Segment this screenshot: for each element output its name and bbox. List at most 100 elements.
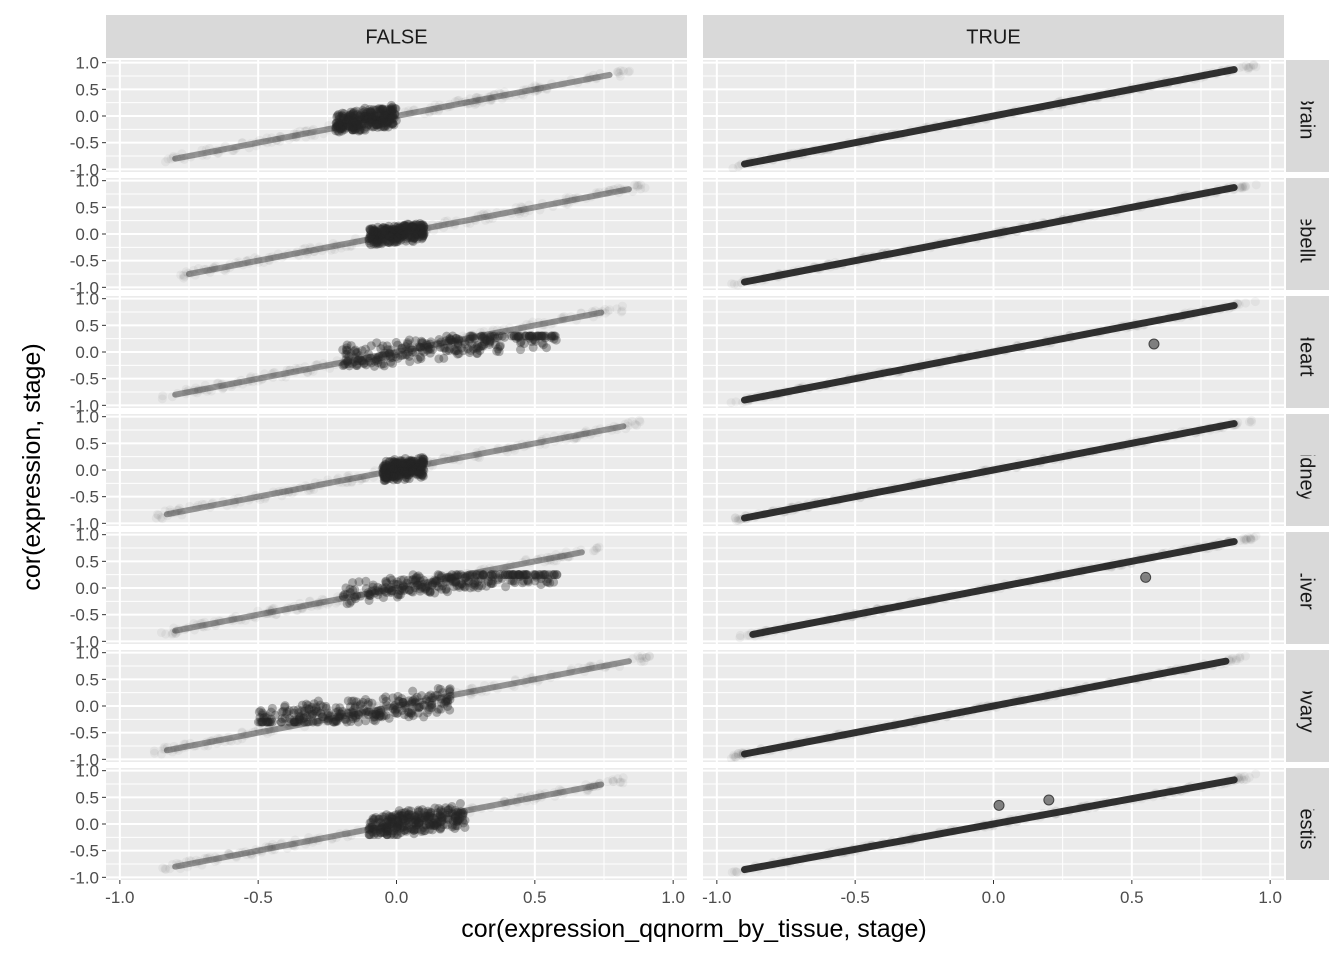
data-point-cluster bbox=[341, 355, 351, 365]
data-point-faint bbox=[516, 792, 526, 802]
data-point-faint bbox=[321, 243, 331, 253]
data-point-faint bbox=[422, 460, 432, 470]
data-point-faint bbox=[233, 493, 243, 503]
data-point-cluster bbox=[376, 711, 386, 721]
data-point-cluster bbox=[302, 703, 312, 713]
data-point-cluster bbox=[432, 821, 442, 831]
data-point-cluster bbox=[333, 110, 343, 120]
data-point-faint bbox=[292, 132, 302, 142]
data-point-faint bbox=[583, 73, 593, 83]
data-point-faint bbox=[363, 824, 373, 834]
data-point-cluster bbox=[401, 236, 411, 246]
data-point-cluster bbox=[366, 117, 376, 127]
data-point-faint bbox=[398, 699, 408, 709]
data-point-cluster bbox=[458, 346, 468, 356]
data-point-faint bbox=[453, 96, 463, 106]
data-point-faint bbox=[604, 185, 614, 195]
data-point-faint bbox=[264, 255, 274, 265]
data-point-cluster bbox=[335, 121, 345, 131]
data-point-cluster bbox=[425, 812, 435, 822]
data-point-faint bbox=[488, 213, 498, 223]
data-point-faint bbox=[471, 333, 481, 343]
data-point-cluster bbox=[409, 233, 419, 243]
data-point-faint bbox=[516, 89, 526, 99]
data-point-faint bbox=[480, 215, 490, 225]
y-tick-label: -1.0 bbox=[70, 278, 99, 297]
data-point-cluster bbox=[549, 570, 559, 580]
data-point-cluster bbox=[424, 824, 434, 834]
data-point-cluster bbox=[394, 461, 404, 471]
data-point-faint bbox=[167, 747, 177, 757]
data-point-cluster bbox=[436, 817, 446, 827]
data-point-faint bbox=[220, 737, 230, 747]
data-point-cluster bbox=[421, 583, 431, 593]
data-point-cluster bbox=[382, 117, 392, 127]
data-point-faint bbox=[314, 242, 324, 252]
data-point-faint bbox=[414, 225, 424, 235]
data-point-cluster bbox=[436, 573, 446, 583]
data-point-cluster bbox=[366, 353, 376, 363]
data-point-faint bbox=[199, 622, 209, 632]
data-point-cluster bbox=[376, 817, 386, 827]
data-point-cluster bbox=[464, 336, 474, 346]
data-point-cluster bbox=[541, 331, 551, 341]
data-point-faint bbox=[511, 203, 521, 213]
data-point-cluster bbox=[541, 570, 551, 580]
data-point-faint bbox=[246, 493, 256, 503]
data-point-faint bbox=[283, 485, 293, 495]
data-point-cluster bbox=[337, 126, 347, 136]
data-point-cluster bbox=[382, 473, 392, 483]
data-point-faint bbox=[287, 488, 297, 498]
data-point-cluster bbox=[400, 228, 410, 238]
data-point-cluster bbox=[435, 824, 445, 834]
data-point-cluster bbox=[497, 331, 507, 341]
data-point-faint bbox=[280, 488, 290, 498]
data-point-faint bbox=[576, 308, 586, 318]
data-point-faint bbox=[218, 383, 228, 393]
data-point-faint bbox=[510, 445, 520, 455]
data-point-cluster bbox=[414, 342, 424, 352]
data-point-faint bbox=[390, 585, 400, 595]
data-point-cluster bbox=[311, 702, 321, 712]
data-point-faint bbox=[295, 598, 305, 608]
data-point-faint bbox=[405, 813, 415, 823]
data-point-faint bbox=[210, 852, 220, 862]
data-point-cluster bbox=[406, 467, 416, 477]
data-point-cluster bbox=[263, 717, 273, 727]
data-point-faint bbox=[218, 496, 228, 506]
data-point-cluster bbox=[391, 810, 401, 820]
data-point-faint bbox=[487, 681, 497, 691]
data-point-faint bbox=[162, 742, 172, 752]
data-point-cluster bbox=[370, 227, 380, 237]
data-point-faint bbox=[286, 603, 296, 613]
data-point-faint bbox=[537, 436, 547, 446]
panel-false-cerebellum bbox=[106, 178, 687, 290]
data-point-cluster bbox=[523, 576, 533, 586]
data-point-cluster bbox=[467, 339, 477, 349]
data-point-faint bbox=[618, 778, 628, 788]
data-point-cluster bbox=[263, 717, 273, 727]
data-point-cluster bbox=[429, 819, 439, 829]
data-point-cluster bbox=[393, 819, 403, 829]
data-point-faint bbox=[308, 366, 318, 376]
data-point-faint bbox=[233, 378, 243, 388]
data-point-faint bbox=[452, 450, 462, 460]
data-point-cluster bbox=[441, 696, 451, 706]
data-point-faint bbox=[482, 566, 492, 576]
data-point-cluster bbox=[401, 821, 411, 831]
data-point-cluster bbox=[523, 577, 533, 587]
data-point-cluster bbox=[398, 582, 408, 592]
data-point-faint bbox=[263, 609, 273, 619]
data-point-faint bbox=[324, 478, 334, 488]
data-point-faint bbox=[199, 741, 209, 751]
data-point-cluster bbox=[468, 332, 478, 342]
data-point-faint bbox=[394, 230, 404, 240]
data-point-faint bbox=[517, 323, 527, 333]
data-point-faint bbox=[217, 379, 227, 389]
data-point-cluster bbox=[401, 342, 411, 352]
data-point-cluster bbox=[386, 471, 396, 481]
data-point-cluster bbox=[489, 331, 499, 341]
data-point-faint bbox=[323, 599, 333, 609]
data-point-faint bbox=[421, 223, 431, 233]
data-point-faint bbox=[554, 785, 564, 795]
